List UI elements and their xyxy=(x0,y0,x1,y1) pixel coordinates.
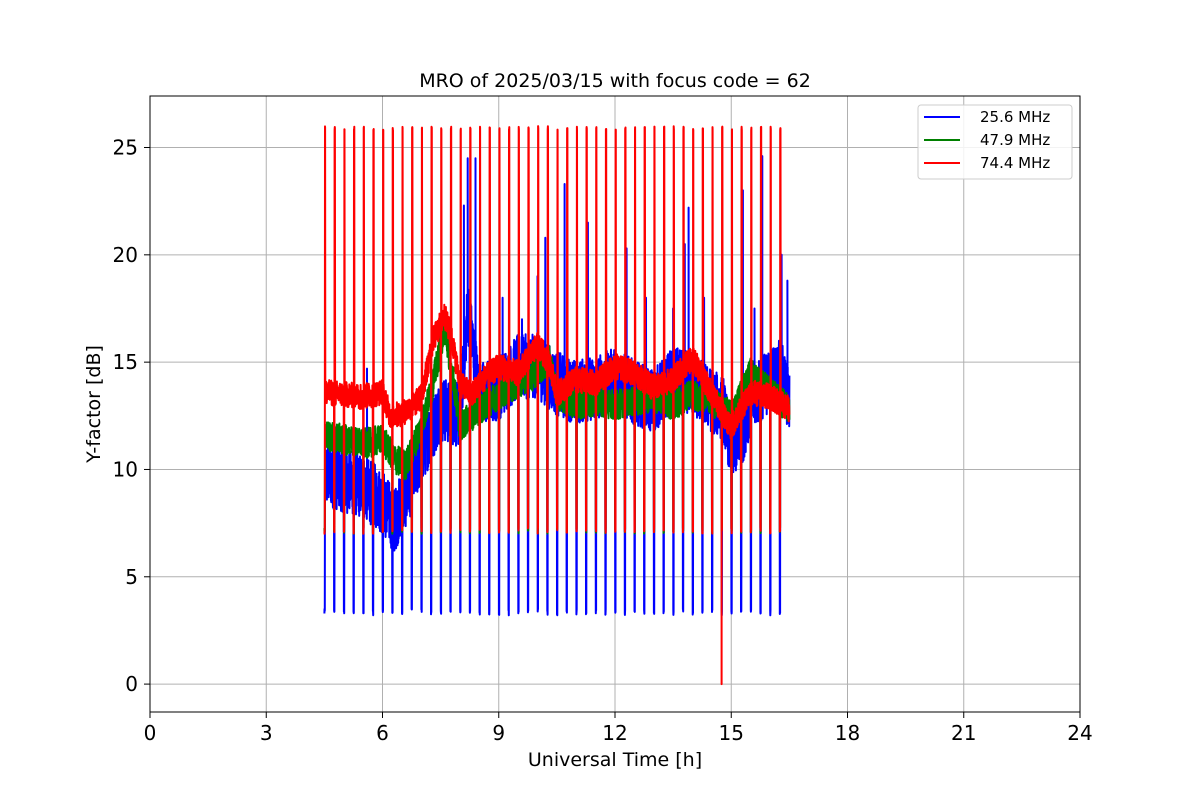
x-tick-label: 3 xyxy=(260,721,273,745)
y-axis-label: Y-factor [dB] xyxy=(83,345,105,464)
x-tick-label: 0 xyxy=(144,721,157,745)
legend-box xyxy=(917,104,1073,180)
ticks: 0 3 6 9 12 15 18 21 24 0 5 10 15 20 25 xyxy=(113,136,1093,745)
legend-label-47-9: 47.9 MHz xyxy=(980,131,1050,149)
y-tick-label: 5 xyxy=(125,565,138,589)
legend: 25.6 MHz 47.9 MHz 74.4 MHz xyxy=(917,104,1073,180)
x-tick-label: 9 xyxy=(492,721,505,745)
x-tick-label: 6 xyxy=(376,721,389,745)
series-lines xyxy=(323,125,791,686)
x-tick-label: 21 xyxy=(951,721,976,745)
legend-label-25-6: 25.6 MHz xyxy=(980,108,1050,126)
y-tick-label: 25 xyxy=(113,136,138,160)
x-tick-label: 12 xyxy=(602,721,627,745)
y-tick-label: 0 xyxy=(125,672,138,696)
x-tick-label: 24 xyxy=(1067,721,1092,745)
chart-title: MRO of 2025/03/15 with focus code = 62 xyxy=(419,70,811,92)
legend-label-74-4: 74.4 MHz xyxy=(980,154,1050,172)
x-tick-label: 18 xyxy=(835,721,860,745)
y-tick-label: 15 xyxy=(113,350,138,374)
series-line-74-4-mhz xyxy=(323,125,791,686)
y-tick-label: 10 xyxy=(113,457,138,481)
y-tick-label: 20 xyxy=(113,243,138,267)
x-axis-label: Universal Time [h] xyxy=(528,749,702,771)
x-tick-label: 15 xyxy=(719,721,744,745)
